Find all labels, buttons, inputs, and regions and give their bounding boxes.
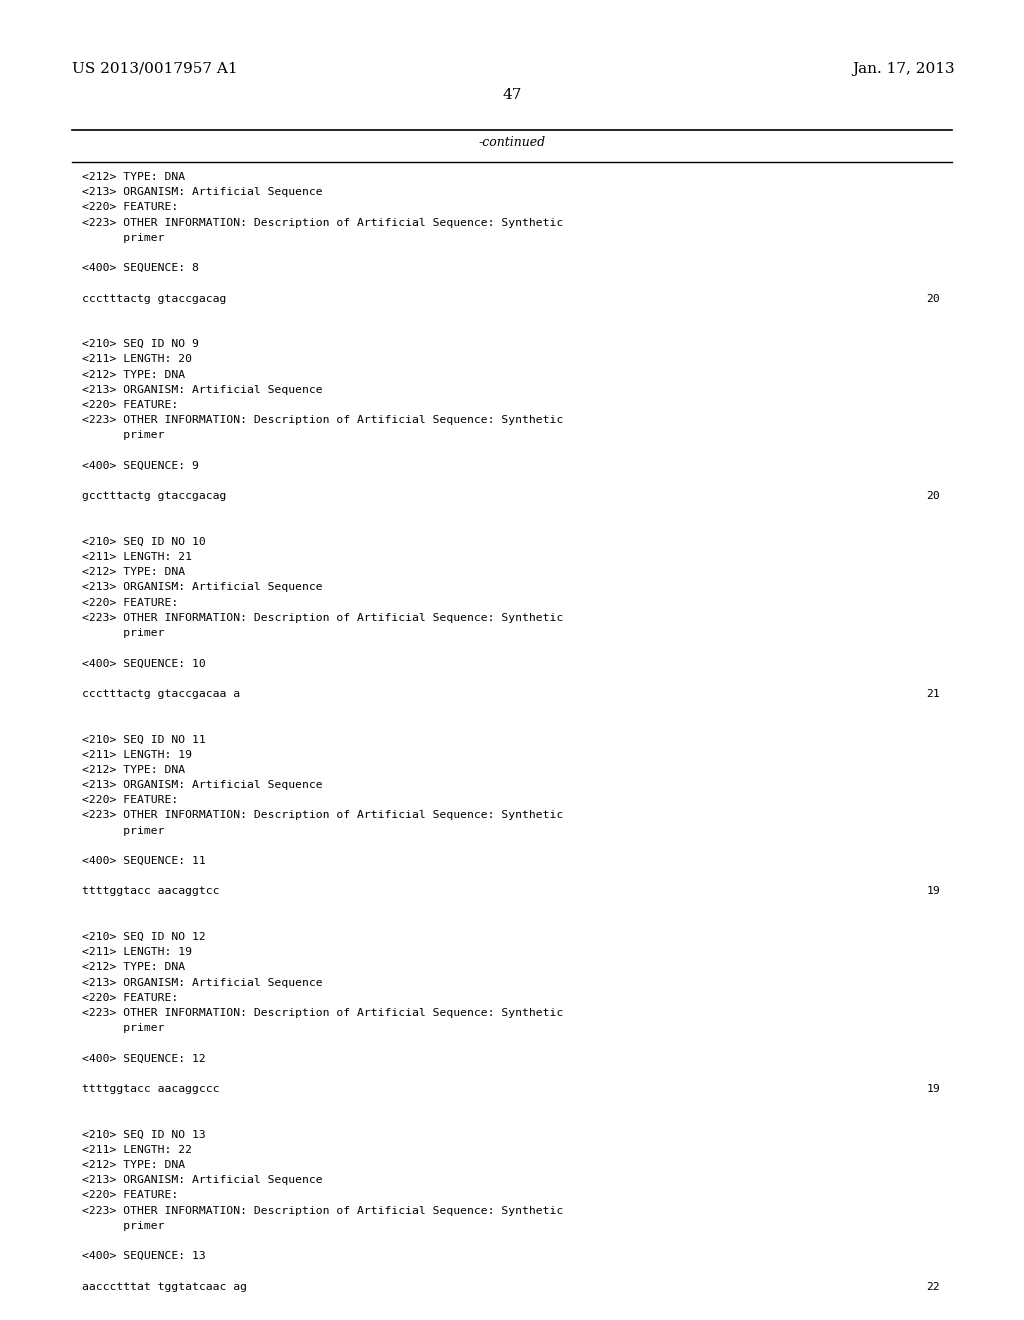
Text: -continued: -continued [478, 136, 546, 149]
Text: primer: primer [82, 1023, 165, 1034]
Text: <213> ORGANISM: Artificial Sequence: <213> ORGANISM: Artificial Sequence [82, 385, 323, 395]
Text: 22: 22 [927, 1282, 940, 1291]
Text: <220> FEATURE:: <220> FEATURE: [82, 795, 178, 805]
Text: Jan. 17, 2013: Jan. 17, 2013 [852, 62, 955, 77]
Text: <220> FEATURE:: <220> FEATURE: [82, 598, 178, 607]
Text: <212> TYPE: DNA: <212> TYPE: DNA [82, 370, 185, 380]
Text: <212> TYPE: DNA: <212> TYPE: DNA [82, 1160, 185, 1170]
Text: <400> SEQUENCE: 8: <400> SEQUENCE: 8 [82, 263, 199, 273]
Text: <210> SEQ ID NO 10: <210> SEQ ID NO 10 [82, 537, 206, 546]
Text: 19: 19 [927, 1084, 940, 1094]
Text: <212> TYPE: DNA: <212> TYPE: DNA [82, 568, 185, 577]
Text: primer: primer [82, 628, 165, 638]
Text: <213> ORGANISM: Artificial Sequence: <213> ORGANISM: Artificial Sequence [82, 780, 323, 789]
Text: ttttggtacc aacaggtcc: ttttggtacc aacaggtcc [82, 887, 219, 896]
Text: <210> SEQ ID NO 11: <210> SEQ ID NO 11 [82, 734, 206, 744]
Text: <400> SEQUENCE: 13: <400> SEQUENCE: 13 [82, 1251, 206, 1261]
Text: ttttggtacc aacaggccc: ttttggtacc aacaggccc [82, 1084, 219, 1094]
Text: primer: primer [82, 232, 165, 243]
Text: <220> FEATURE:: <220> FEATURE: [82, 993, 178, 1003]
Text: <223> OTHER INFORMATION: Description of Artificial Sequence: Synthetic: <223> OTHER INFORMATION: Description of … [82, 810, 563, 821]
Text: primer: primer [82, 1221, 165, 1230]
Text: <223> OTHER INFORMATION: Description of Artificial Sequence: Synthetic: <223> OTHER INFORMATION: Description of … [82, 612, 563, 623]
Text: ccctttactg gtaccgacag: ccctttactg gtaccgacag [82, 293, 226, 304]
Text: <210> SEQ ID NO 9: <210> SEQ ID NO 9 [82, 339, 199, 350]
Text: <211> LENGTH: 19: <211> LENGTH: 19 [82, 750, 193, 759]
Text: primer: primer [82, 430, 165, 441]
Text: <211> LENGTH: 22: <211> LENGTH: 22 [82, 1144, 193, 1155]
Text: 19: 19 [927, 887, 940, 896]
Text: <223> OTHER INFORMATION: Description of Artificial Sequence: Synthetic: <223> OTHER INFORMATION: Description of … [82, 218, 563, 227]
Text: <223> OTHER INFORMATION: Description of Artificial Sequence: Synthetic: <223> OTHER INFORMATION: Description of … [82, 1008, 563, 1018]
Text: aaccctttat tggtatcaac ag: aaccctttat tggtatcaac ag [82, 1282, 247, 1291]
Text: <220> FEATURE:: <220> FEATURE: [82, 1191, 178, 1200]
Text: <400> SEQUENCE: 9: <400> SEQUENCE: 9 [82, 461, 199, 471]
Text: 21: 21 [927, 689, 940, 698]
Text: <400> SEQUENCE: 11: <400> SEQUENCE: 11 [82, 855, 206, 866]
Text: <213> ORGANISM: Artificial Sequence: <213> ORGANISM: Artificial Sequence [82, 187, 323, 197]
Text: <211> LENGTH: 21: <211> LENGTH: 21 [82, 552, 193, 562]
Text: primer: primer [82, 825, 165, 836]
Text: 47: 47 [503, 88, 521, 102]
Text: <212> TYPE: DNA: <212> TYPE: DNA [82, 172, 185, 182]
Text: <223> OTHER INFORMATION: Description of Artificial Sequence: Synthetic: <223> OTHER INFORMATION: Description of … [82, 416, 563, 425]
Text: 20: 20 [927, 293, 940, 304]
Text: gcctttactg gtaccgacag: gcctttactg gtaccgacag [82, 491, 226, 502]
Text: ccctttactg gtaccgacaa a: ccctttactg gtaccgacaa a [82, 689, 240, 698]
Text: <213> ORGANISM: Artificial Sequence: <213> ORGANISM: Artificial Sequence [82, 582, 323, 593]
Text: <212> TYPE: DNA: <212> TYPE: DNA [82, 962, 185, 973]
Text: <400> SEQUENCE: 12: <400> SEQUENCE: 12 [82, 1053, 206, 1064]
Text: <210> SEQ ID NO 12: <210> SEQ ID NO 12 [82, 932, 206, 942]
Text: <213> ORGANISM: Artificial Sequence: <213> ORGANISM: Artificial Sequence [82, 1175, 323, 1185]
Text: <213> ORGANISM: Artificial Sequence: <213> ORGANISM: Artificial Sequence [82, 978, 323, 987]
Text: <211> LENGTH: 20: <211> LENGTH: 20 [82, 354, 193, 364]
Text: US 2013/0017957 A1: US 2013/0017957 A1 [72, 62, 238, 77]
Text: <223> OTHER INFORMATION: Description of Artificial Sequence: Synthetic: <223> OTHER INFORMATION: Description of … [82, 1205, 563, 1216]
Text: <211> LENGTH: 19: <211> LENGTH: 19 [82, 948, 193, 957]
Text: <220> FEATURE:: <220> FEATURE: [82, 202, 178, 213]
Text: <220> FEATURE:: <220> FEATURE: [82, 400, 178, 411]
Text: 20: 20 [927, 491, 940, 502]
Text: <210> SEQ ID NO 13: <210> SEQ ID NO 13 [82, 1130, 206, 1139]
Text: <400> SEQUENCE: 10: <400> SEQUENCE: 10 [82, 659, 206, 668]
Text: <212> TYPE: DNA: <212> TYPE: DNA [82, 764, 185, 775]
